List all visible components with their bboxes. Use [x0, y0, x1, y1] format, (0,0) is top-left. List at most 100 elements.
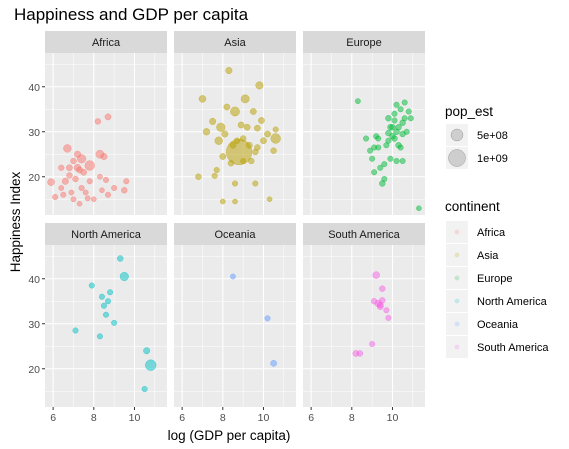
data-point	[66, 164, 73, 172]
data-point	[225, 138, 253, 166]
data-point	[141, 385, 148, 393]
facet-label: Oceania	[215, 229, 257, 241]
data-point	[97, 173, 103, 180]
y-tick-label: 20	[28, 172, 40, 184]
panel-background	[45, 245, 167, 407]
panel-oceania: Oceania	[174, 223, 296, 407]
data-point	[100, 302, 107, 309]
y-tick-label: 30	[28, 127, 40, 139]
data-point	[198, 95, 207, 103]
color-legend-entries: Africa Asia Europe North America Oceania Sout…	[446, 221, 549, 358]
x-tick-label: 6	[179, 412, 185, 424]
data-point	[397, 144, 404, 151]
data-point	[264, 315, 271, 322]
color-legend-symbol	[454, 252, 460, 258]
data-point	[379, 285, 386, 292]
data-point	[225, 67, 233, 75]
x-tick-label: 8	[91, 412, 97, 424]
data-point	[214, 136, 223, 145]
x-tick-label: 10	[387, 412, 399, 424]
data-point	[363, 135, 370, 142]
data-point	[60, 191, 67, 198]
size-legend-entries: 5e+08 1e+09	[446, 124, 508, 169]
facet-strip	[45, 31, 167, 53]
size-legend-symbol	[450, 128, 464, 142]
data-point	[121, 187, 128, 194]
x-tick-label: 6	[50, 412, 56, 424]
color-legend-symbol	[454, 298, 460, 304]
legend-key	[446, 336, 468, 358]
data-point	[52, 193, 59, 201]
data-point	[195, 173, 202, 180]
data-point	[72, 327, 79, 334]
data-point	[375, 144, 382, 151]
data-point	[216, 122, 226, 132]
size-legend-title: pop_est	[445, 104, 493, 119]
data-point	[376, 301, 384, 309]
data-point	[395, 124, 402, 131]
y-tick-label: 30	[28, 319, 40, 331]
data-point	[102, 311, 110, 318]
size-legend-label: 5e+08	[477, 130, 508, 142]
x-tick-label: 8	[220, 412, 226, 424]
facet-strip	[174, 31, 296, 53]
x-tick-label: 8	[349, 412, 355, 424]
facet-label: Africa	[92, 37, 121, 49]
data-point	[401, 115, 408, 122]
panel-europe: Europe	[303, 31, 425, 215]
size-legend-symbol	[448, 149, 466, 167]
color-legend-symbol	[454, 344, 460, 350]
data-point	[219, 153, 227, 160]
facet-label: South America	[328, 229, 400, 241]
data-point	[211, 172, 218, 179]
data-point	[80, 168, 87, 176]
size-legend-label: 1e+09	[477, 153, 508, 165]
data-point	[145, 359, 157, 371]
data-point	[86, 178, 93, 185]
data-point	[63, 144, 72, 153]
data-point	[258, 117, 265, 124]
data-point	[119, 271, 129, 282]
data-point	[84, 195, 91, 202]
legend-key	[446, 313, 468, 335]
data-point	[260, 137, 267, 145]
data-point	[401, 99, 408, 106]
data-point	[369, 155, 376, 162]
data-point	[58, 185, 65, 191]
color-legend-label: Europe	[477, 273, 512, 285]
data-point	[375, 135, 382, 142]
data-point	[230, 106, 240, 117]
data-point	[245, 141, 253, 149]
facet-strip	[303, 223, 425, 245]
data-point	[249, 108, 257, 115]
data-point	[240, 157, 247, 165]
facet-strip	[45, 223, 167, 245]
data-point	[91, 196, 97, 203]
data-point	[387, 155, 394, 162]
data-point	[381, 161, 388, 168]
data-point	[68, 189, 75, 196]
x-tick-label: 10	[129, 412, 141, 424]
data-point	[237, 121, 245, 129]
data-point	[94, 118, 102, 125]
data-point	[77, 154, 87, 164]
data-point	[82, 189, 89, 196]
data-point	[254, 144, 261, 151]
x-tick-label: 10	[258, 412, 270, 424]
facet-strip	[174, 223, 296, 245]
data-point	[399, 157, 406, 165]
data-point	[255, 81, 264, 90]
data-point	[381, 175, 388, 183]
data-point	[393, 101, 400, 108]
data-point	[123, 178, 130, 185]
color-legend-label: South America	[477, 342, 549, 354]
y-axis-title: Happiness Index	[8, 171, 23, 272]
data-point	[202, 128, 211, 136]
facet-label: Europe	[346, 37, 381, 49]
data-point	[220, 198, 226, 205]
data-point	[385, 115, 392, 122]
data-point	[254, 124, 261, 132]
data-point	[367, 147, 374, 154]
data-point	[102, 176, 110, 183]
